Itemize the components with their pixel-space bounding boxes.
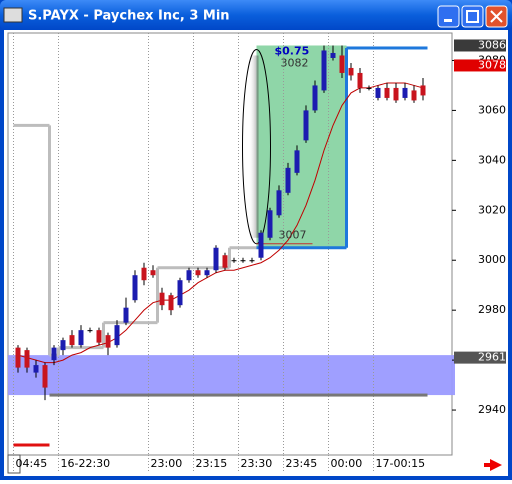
y-tick-label: 3020 xyxy=(478,203,506,216)
candle-body xyxy=(339,55,345,73)
scroll-arrow[interactable] xyxy=(484,459,502,471)
candle-body xyxy=(411,90,417,101)
annotation: $0.75 xyxy=(275,44,310,57)
highlight-shade xyxy=(248,55,259,238)
candle-body xyxy=(141,267,147,281)
y-tick-label: 2940 xyxy=(478,403,506,416)
candle-body xyxy=(357,72,363,88)
candle-body xyxy=(267,210,273,238)
x-tick-label: 04:45 xyxy=(16,457,48,470)
x-tick-label: 23:45 xyxy=(286,457,318,470)
moving-average xyxy=(17,82,424,364)
x-tick-label: 23:00 xyxy=(151,457,183,470)
candle-body xyxy=(168,295,174,311)
candle-body xyxy=(186,270,192,281)
candle-body xyxy=(78,330,84,346)
annotation: 3007 xyxy=(279,229,307,242)
annotation: 3082 xyxy=(281,56,309,69)
maximize-button[interactable] xyxy=(461,5,484,28)
candle-body xyxy=(348,67,354,76)
minimize-button[interactable] xyxy=(437,5,460,28)
candle-body xyxy=(150,270,156,276)
y-tick-label: 3040 xyxy=(478,153,506,166)
price-label-box xyxy=(454,39,506,52)
maximize-icon xyxy=(466,10,479,23)
candle-body xyxy=(51,347,57,361)
candle-body xyxy=(375,87,381,98)
candle-body xyxy=(276,190,282,216)
candle-body xyxy=(123,307,129,323)
y-tick-label: 3060 xyxy=(478,103,506,116)
candle-body xyxy=(258,232,264,258)
candle-body xyxy=(87,330,93,332)
candle-body xyxy=(105,335,111,348)
candle-body xyxy=(195,270,201,276)
title-bar xyxy=(0,0,512,30)
candle-body xyxy=(96,330,102,343)
candle-body xyxy=(312,85,318,111)
candle-body xyxy=(132,275,138,301)
candle-body xyxy=(366,87,372,89)
price-label-box xyxy=(454,59,506,72)
x-tick-label: 23:30 xyxy=(241,457,273,470)
candle-body xyxy=(249,260,255,262)
candle-body xyxy=(24,350,30,368)
price-label: 2961 xyxy=(478,351,506,364)
x-tick-label: 16-22:30 xyxy=(61,457,111,470)
y-tick-label: 3000 xyxy=(478,253,506,266)
candle-body xyxy=(294,150,300,173)
range-band xyxy=(8,355,455,396)
app-icon xyxy=(3,7,23,23)
candle-body xyxy=(42,365,48,388)
candle-body xyxy=(420,85,426,96)
candle-body xyxy=(402,87,408,98)
candle-body xyxy=(303,110,309,141)
candle-body xyxy=(222,255,228,268)
candle-body xyxy=(177,280,183,306)
candle-body xyxy=(114,325,120,346)
y-tick-label: 2980 xyxy=(478,303,506,316)
candle-body xyxy=(285,167,291,193)
candle-body xyxy=(231,260,237,262)
x-tick-label: 17-00:15 xyxy=(376,457,426,470)
candle-body xyxy=(240,260,246,262)
candle-body xyxy=(330,52,336,58)
candle-body xyxy=(60,340,66,351)
close-icon xyxy=(490,10,503,23)
price-label: 3078 xyxy=(478,58,506,71)
candle-body xyxy=(33,365,39,373)
window-title: S.PAYX - Paychex Inc, 3 Min xyxy=(28,9,230,24)
candle-body xyxy=(159,292,165,306)
x-tick-label: 23:15 xyxy=(196,457,228,470)
x-tick-label: 00:00 xyxy=(331,457,363,470)
candle-body xyxy=(69,335,75,346)
candle-body xyxy=(213,247,219,271)
price-label: 3086 xyxy=(478,38,506,51)
candle-body xyxy=(321,50,327,91)
candle-body xyxy=(384,87,390,98)
minimize-icon xyxy=(444,19,452,22)
candle-body xyxy=(15,347,21,368)
candle-body xyxy=(204,270,210,276)
candle-body xyxy=(393,87,399,101)
price-label-box xyxy=(454,351,506,364)
